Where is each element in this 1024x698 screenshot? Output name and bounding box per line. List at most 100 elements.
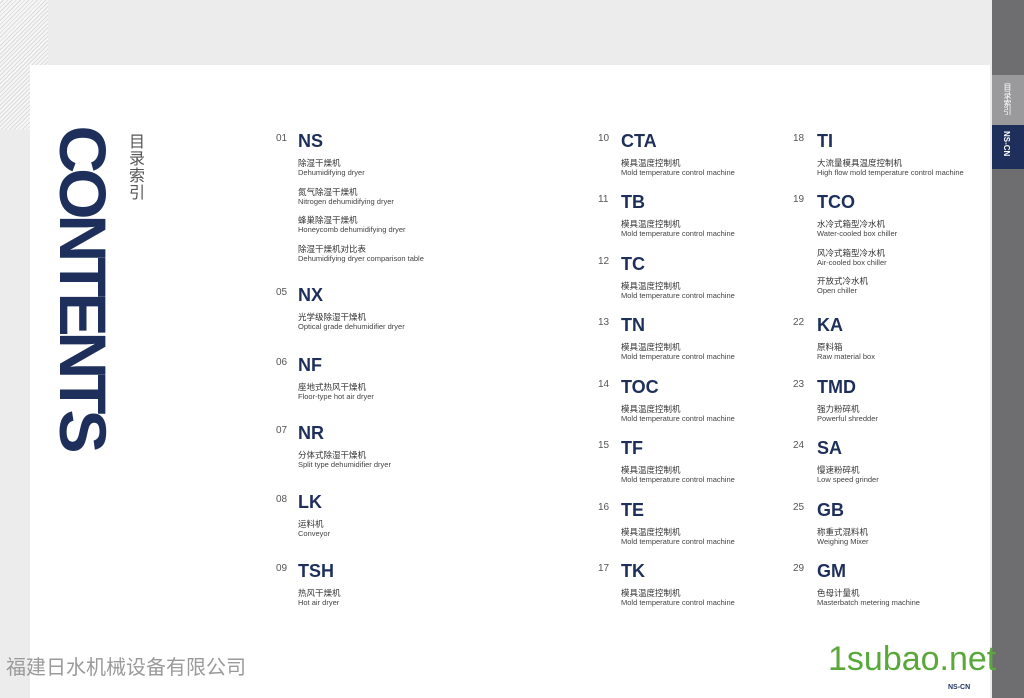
item-en: Floor-type hot air dryer xyxy=(298,392,374,401)
item-cn: 蜂巢除湿干燥机 xyxy=(298,215,358,225)
item-en: Mold temperature control machine xyxy=(621,537,735,546)
item-en: Powerful shredder xyxy=(817,414,878,423)
item-en: Mold temperature control machine xyxy=(621,598,735,607)
section-number: 18 xyxy=(793,133,805,144)
section-code: NF xyxy=(298,355,322,375)
section-code: TSH xyxy=(298,561,334,581)
item-en: Open chiller xyxy=(817,286,858,295)
tab[interactable]: 目录索引 xyxy=(992,75,1024,125)
item-en: Optical grade dehumidifier dryer xyxy=(298,322,405,331)
item-en: Conveyor xyxy=(298,529,331,538)
section-number: 11 xyxy=(598,194,609,205)
sheet xyxy=(30,65,990,698)
item-cn: 除湿干燥机 xyxy=(298,158,341,168)
section-number: 24 xyxy=(793,440,805,451)
item-en: Weighing Mixer xyxy=(817,537,869,546)
section-code: TC xyxy=(621,254,645,274)
item-cn: 开放式冷水机 xyxy=(817,276,869,286)
item-cn: 除湿干燥机对比表 xyxy=(298,243,367,254)
item-en: Dehumidifying dryer xyxy=(298,168,365,177)
item-cn: 模具温度控制机 xyxy=(621,219,681,229)
section-code: TI xyxy=(817,131,833,151)
item-cn: 热风干燥机 xyxy=(298,588,341,598)
section-code: NS xyxy=(298,131,324,151)
item-en: Mold temperature control machine xyxy=(621,229,735,238)
tab[interactable]: NS-CN xyxy=(992,125,1024,169)
section-number: 12 xyxy=(598,256,610,267)
item-cn: 座地式热风干燥机 xyxy=(298,382,367,392)
section-code: KA xyxy=(817,315,843,335)
section-code: CTA xyxy=(621,131,657,151)
watermark: 1subao.net xyxy=(828,640,997,678)
watermark: 福建日水机械设备有限公司 xyxy=(6,657,246,679)
item-cn: 大流量模具温度控制机 xyxy=(817,158,903,168)
section-number: 29 xyxy=(793,563,805,574)
section-number: 14 xyxy=(598,379,610,390)
tab-label: 目录索引 xyxy=(1003,83,1012,115)
item-cn: 色母计量机 xyxy=(817,588,860,598)
section-code: TMD xyxy=(817,377,856,397)
section-number: 17 xyxy=(598,563,610,574)
item-en: Mold temperature control machine xyxy=(621,475,735,484)
item-en: Honeycomb dehumidifying dryer xyxy=(298,225,406,234)
section-code: TE xyxy=(621,500,645,520)
section-code: TOC xyxy=(621,377,659,397)
item-en: Mold temperature control machine xyxy=(621,168,735,177)
item-cn: 模具温度控制机 xyxy=(621,342,681,352)
section-code: TK xyxy=(621,561,645,581)
item-en: Mold temperature control machine xyxy=(621,352,735,361)
section-code: LK xyxy=(298,492,322,512)
item-cn: 称重式混料机 xyxy=(817,527,869,537)
item-cn: 模具温度控制机 xyxy=(621,527,681,537)
section-number: 10 xyxy=(598,133,610,144)
section-number: 08 xyxy=(276,494,288,505)
section-number: 16 xyxy=(598,502,610,513)
section-code: NX xyxy=(298,285,324,305)
item-cn: 强力粉碎机 xyxy=(817,404,860,414)
section-number: 09 xyxy=(276,563,288,574)
item-cn: 运料机 xyxy=(298,519,324,529)
section-code: SA xyxy=(817,438,843,458)
item-cn: 光学级除湿干燥机 xyxy=(298,312,367,322)
item-en: Nitrogen dehumidifying dryer xyxy=(298,196,394,206)
section-number: 13 xyxy=(598,317,610,328)
item-en: Raw material box xyxy=(817,352,875,361)
title: CONTENTS xyxy=(46,125,120,449)
section-number: 01 xyxy=(276,133,288,144)
section-number: 06 xyxy=(276,357,288,368)
section-number: 25 xyxy=(793,502,805,513)
section-number: 22 xyxy=(793,317,805,328)
section-code: GB xyxy=(817,500,844,520)
item-en: Water-cooled box chiller xyxy=(817,229,898,238)
item-en: Masterbatch metering machine xyxy=(817,598,920,607)
section-number: 19 xyxy=(793,194,805,205)
footer-brand: NS-CN xyxy=(948,684,971,691)
section-code: TCO xyxy=(817,192,855,212)
item-cn: 模具温度控制机 xyxy=(621,158,681,168)
item-en: Split type dehumidifier dryer xyxy=(298,460,391,469)
section-code: TN xyxy=(621,315,645,335)
item-cn: 模具温度控制机 xyxy=(621,465,681,475)
item-en: Air-cooled box chiller xyxy=(817,257,887,267)
item-en: Hot air dryer xyxy=(298,598,340,607)
section-code: TB xyxy=(621,192,645,212)
item-cn: 原料箱 xyxy=(817,342,843,352)
item-cn: 风冷式箱型冷水机 xyxy=(817,247,886,258)
item-cn: 模具温度控制机 xyxy=(621,588,681,598)
item-en: Mold temperature control machine xyxy=(621,291,735,300)
section-code: NR xyxy=(298,423,324,443)
item-cn: 水冷式箱型冷水机 xyxy=(817,219,886,229)
item-cn: 模具温度控制机 xyxy=(621,281,681,291)
item-en: Low speed grinder xyxy=(817,475,879,484)
section-code: TF xyxy=(621,438,643,458)
section-number: 15 xyxy=(598,440,610,451)
tab-label: NS-CN xyxy=(1002,131,1011,157)
section-number: 07 xyxy=(276,425,288,436)
section-number: 05 xyxy=(276,287,288,298)
sidebar: 目录索引 NS-CN xyxy=(992,0,1024,698)
item-cn: 慢速粉碎机 xyxy=(817,465,860,475)
item-cn: 氮气除湿干燥机 xyxy=(298,186,358,197)
item-en: Dehumidifying dryer comparison table xyxy=(298,253,424,263)
item-en: Mold temperature control machine xyxy=(621,414,735,423)
